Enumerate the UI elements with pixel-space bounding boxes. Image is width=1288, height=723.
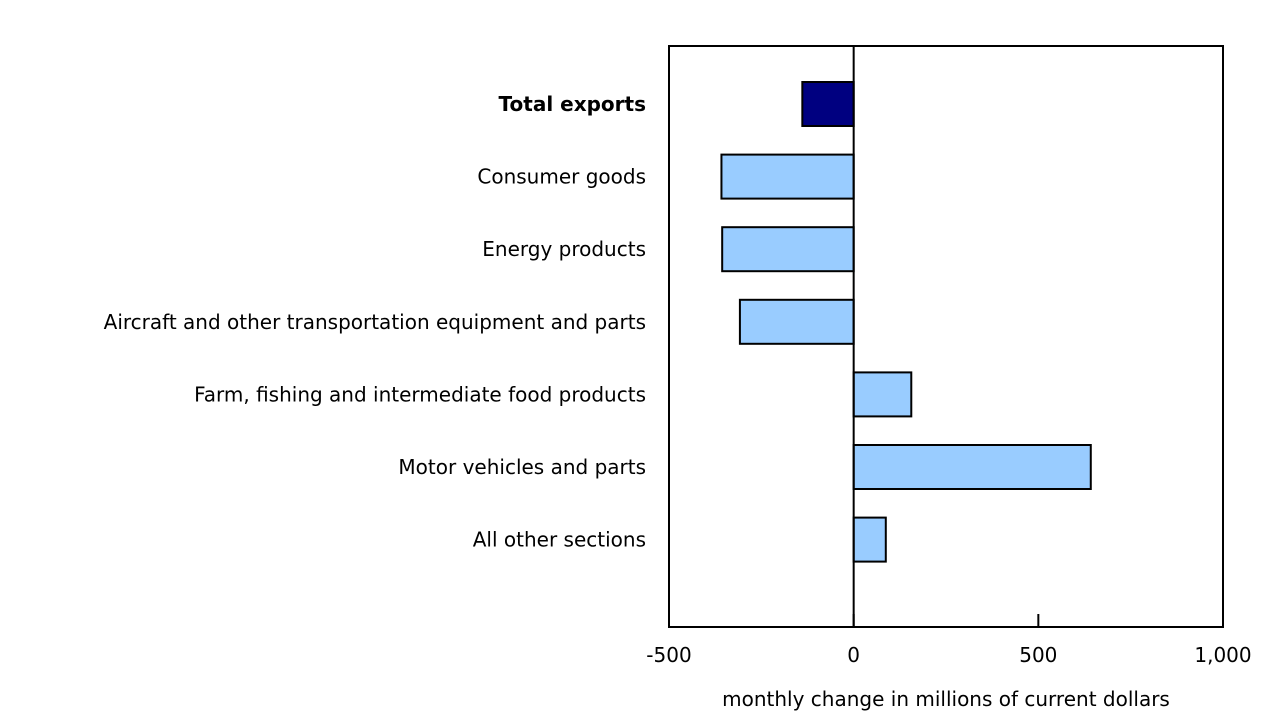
x-tick-label: 0 (847, 643, 860, 667)
plot-area-frame (668, 45, 1224, 628)
bar-farm-fishing-and-intermediate-food-products (852, 371, 913, 418)
x-tick-label: -500 (646, 643, 691, 667)
x-tick-label: 500 (1019, 643, 1057, 667)
bar-all-other-sections (852, 516, 887, 563)
x-axis-label: monthly change in millions of current do… (722, 687, 1170, 711)
x-tick-label: 1,000 (1194, 643, 1251, 667)
category-label: Motor vehicles and parts (398, 455, 646, 479)
category-label: All other sections (473, 528, 646, 552)
bar-aircraft-and-other-transportation-equipment-and-parts (738, 298, 855, 345)
category-label: Consumer goods (477, 165, 646, 189)
category-label: Farm, fishing and intermediate food prod… (194, 382, 646, 406)
category-label: Energy products (482, 237, 646, 261)
category-label: Aircraft and other transportation equipm… (104, 310, 646, 334)
bar-consumer-goods (720, 153, 855, 200)
category-label: Total exports (499, 92, 646, 116)
bar-total-exports (801, 81, 855, 127)
bar-energy-products (721, 226, 855, 273)
bar-motor-vehicles-and-parts (852, 444, 1092, 490)
